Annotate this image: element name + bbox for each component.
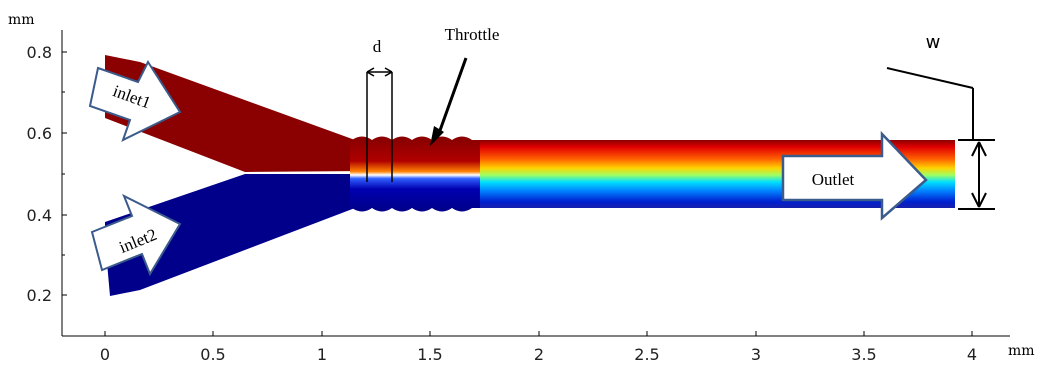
x-tick-label: 1	[317, 345, 327, 364]
y-axis-unit: mm	[8, 12, 35, 28]
throttle-label: Throttle	[445, 25, 500, 44]
y-ticks: 0.8 0.6 0.4 0.2	[27, 43, 67, 305]
x-tick-label: 0	[100, 345, 110, 364]
throttle-annotation: Throttle	[430, 25, 499, 146]
d-dimension: d	[366, 37, 393, 182]
y-tick-label: 0.6	[27, 124, 52, 143]
outlet-label: Outlet	[812, 170, 855, 189]
inlet2-arrow: inlet2	[90, 193, 182, 277]
x-tick-label: 3	[751, 345, 761, 364]
x-tick-label: 3.5	[851, 345, 876, 364]
x-tick-label: 2	[534, 345, 544, 364]
mixing-region	[350, 140, 485, 208]
axes	[61, 30, 1010, 337]
d-label: d	[373, 37, 382, 56]
throttle-bumps	[352, 136, 472, 212]
y-tick-label: 0.8	[27, 43, 52, 62]
x-tick-label: 2.5	[634, 345, 659, 364]
x-ticks: 0 0.5 1 1.5 2 2.5 3 3.5 4	[100, 331, 977, 364]
x-axis-unit: mm	[1008, 343, 1035, 359]
x-tick-label: 0.5	[200, 345, 225, 364]
outlet-arrow: Outlet	[781, 130, 928, 221]
y-tick-label: 0.2	[27, 286, 52, 305]
w-dimension: w	[886, 32, 995, 210]
y-tick-label: 0.4	[27, 206, 52, 225]
x-tick-label: 4	[967, 345, 977, 364]
w-label: w	[926, 32, 941, 53]
x-tick-label: 1.5	[417, 345, 442, 364]
inlet1-arrow: inlet1	[88, 59, 182, 142]
